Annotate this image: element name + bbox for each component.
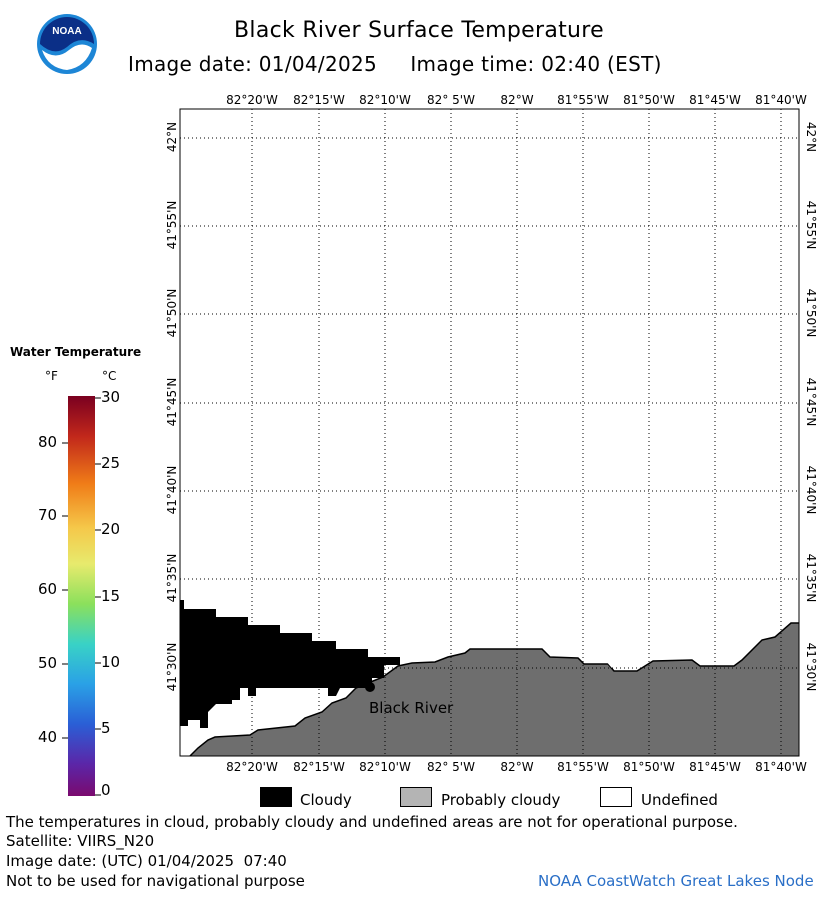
lon-label-top: 82° 5'W (427, 93, 475, 107)
place-label: Black River (369, 699, 454, 717)
cloudy-label: Cloudy (300, 791, 352, 809)
svg-text:NOAA: NOAA (52, 26, 81, 37)
lat-label-right: 41°50'N (804, 288, 818, 338)
lon-label-top: 81°55'W (557, 93, 609, 107)
probably-cloudy-label: Probably cloudy (441, 791, 561, 809)
lon-label-bottom: 81°40'W (755, 760, 807, 774)
lat-label-right: 41°35'N (804, 553, 818, 603)
land-area (180, 623, 799, 756)
lon-label-top: 82°W (500, 93, 534, 107)
image-time: Image time: 02:40 (EST) (410, 52, 662, 76)
shoreline-inner (187, 618, 799, 753)
c-tick-label: 25 (101, 454, 121, 472)
lat-label-right: 41°40'N (804, 465, 818, 515)
noaa-logo-icon: NOAA (36, 13, 98, 75)
c-tick-label: 0 (101, 781, 111, 799)
lon-label-bottom: 82°15'W (293, 760, 345, 774)
map-frame (179, 108, 800, 757)
colorbar-ticks (62, 397, 101, 796)
black-river-marker (365, 682, 375, 692)
image-date: Image date: 01/04/2025 (128, 52, 378, 76)
lon-label-bottom: 82° 5'W (427, 760, 475, 774)
lat-label-left: 41°40'N (165, 465, 179, 515)
legend-title: Water Temperature (10, 345, 142, 359)
lat-label-left: 41°45'N (165, 377, 179, 427)
f-tick-label: 70 (38, 506, 58, 524)
c-tick-label: 5 (101, 719, 111, 737)
cloud-area (180, 600, 400, 728)
page-title: Black River Surface Temperature (234, 18, 604, 43)
c-tick-label: 15 (101, 587, 121, 605)
lat-label-right: 41°55'N (804, 200, 818, 250)
cloudy-swatch (260, 787, 292, 807)
f-tick-label: 40 (38, 728, 58, 746)
lon-label-top: 82°15'W (293, 93, 345, 107)
image-datetime: Image date: 01/04/2025 Image time: 02:40… (128, 52, 662, 76)
lat-label-right: 41°45'N (804, 377, 818, 427)
lat-label-right: 41°30'N (804, 642, 818, 692)
probably-cloudy-swatch (400, 787, 432, 807)
disclaimer-text: The temperatures in cloud, probably clou… (6, 813, 738, 831)
lat-label-left: 41°55'N (165, 200, 179, 250)
lon-label-top: 81°45'W (689, 93, 741, 107)
lon-label-top: 81°50'W (623, 93, 675, 107)
shoreline (189, 622, 799, 757)
lon-label-bottom: 81°45'W (689, 760, 741, 774)
colorbar (68, 396, 95, 796)
lat-label-left: 42°N (165, 121, 179, 153)
lat-label-left: 41°35'N (165, 553, 179, 603)
lat-label-left: 41°50'N (165, 288, 179, 338)
f-tick-label: 80 (38, 433, 58, 451)
f-tick-label: 60 (38, 580, 58, 598)
unit-celsius: °C (102, 369, 117, 383)
credit-link[interactable]: NOAA CoastWatch Great Lakes Node (538, 872, 814, 890)
lon-label-bottom: 82°20'W (226, 760, 278, 774)
lon-label-top: 82°20'W (226, 93, 278, 107)
c-tick-label: 20 (101, 520, 121, 538)
lon-label-bottom: 81°55'W (557, 760, 609, 774)
undefined-swatch (600, 787, 632, 807)
lon-label-top: 82°10'W (359, 93, 411, 107)
unit-fahrenheit: °F (45, 369, 58, 383)
lon-label-bottom: 82°10'W (359, 760, 411, 774)
c-tick-label: 10 (101, 653, 121, 671)
lon-label-bottom: 82°W (500, 760, 534, 774)
lon-label-bottom: 81°50'W (623, 760, 675, 774)
f-tick-label: 50 (38, 654, 58, 672)
satellite-text: Satellite: VIIRS_N20 (6, 832, 155, 850)
navigation-warning-text: Not to be used for navigational purpose (6, 872, 305, 890)
image-date-utc-text: Image date: (UTC) 01/04/2025 07:40 (6, 852, 287, 870)
lat-label-left: 41°30'N (165, 642, 179, 692)
c-tick-label: 30 (101, 388, 121, 406)
lat-label-right: 42°N (804, 121, 818, 153)
undefined-label: Undefined (641, 791, 718, 809)
lon-label-top: 81°40'W (755, 93, 807, 107)
